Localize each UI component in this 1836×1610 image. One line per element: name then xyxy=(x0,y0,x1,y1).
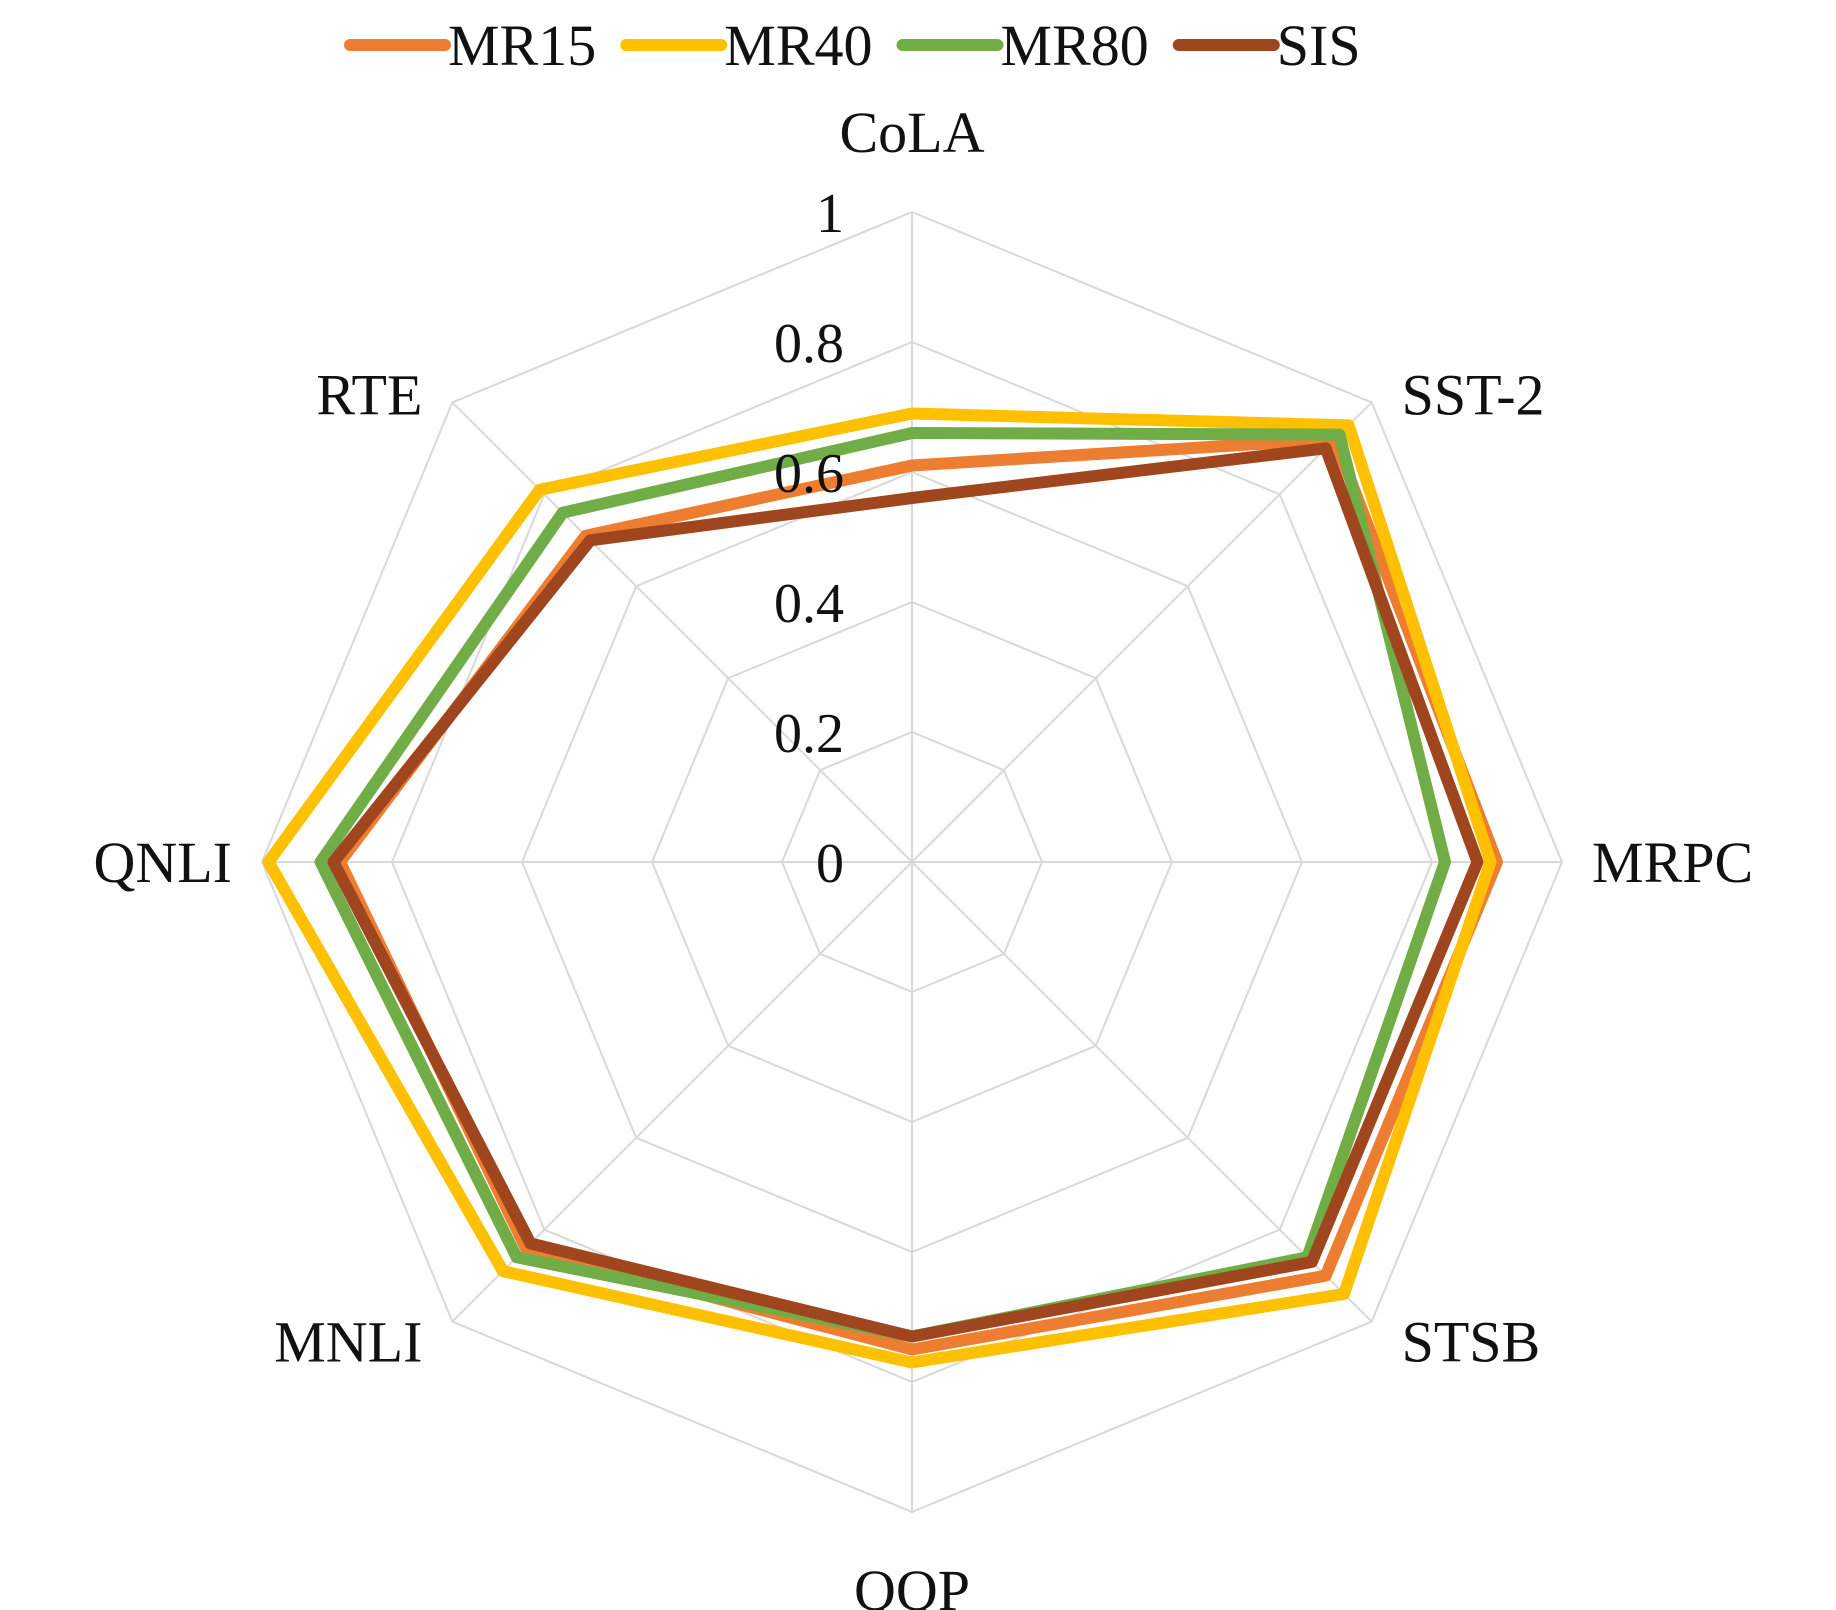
tick-label: 0.8 xyxy=(774,313,844,375)
axis-labels: CoLA SST-2 MRPC STSB QQP MNLI QNLI RTE xyxy=(93,100,1753,1610)
grid-spoke xyxy=(911,401,1373,863)
radar-series xyxy=(262,407,1503,1369)
legend-label: MR15 xyxy=(448,13,596,78)
radial-tick-labels: 0 0.2 0.4 0.6 0.8 1 xyxy=(774,183,844,895)
axis-label-sst-2: SST-2 xyxy=(1402,362,1545,427)
legend-label: MR80 xyxy=(1001,13,1149,78)
grid-spoke xyxy=(911,861,1373,1323)
tick-label: 1 xyxy=(816,183,844,245)
axis-label-stsb: STSB xyxy=(1402,1310,1541,1375)
tick-label: 0.6 xyxy=(774,443,844,505)
axis-label-cola: CoLA xyxy=(840,100,985,165)
tick-label: 0.4 xyxy=(774,573,844,635)
legend: MR15 MR40 MR80 SIS xyxy=(344,13,1361,78)
axis-label-qnli: QNLI xyxy=(93,830,232,895)
tick-label: 0.2 xyxy=(774,703,844,765)
axis-label-mrpc: MRPC xyxy=(1592,830,1753,895)
radar-grid xyxy=(260,210,1564,1514)
legend-item-mr40[interactable]: MR40 xyxy=(620,13,873,78)
series-line-sis xyxy=(327,442,1484,1343)
grid-spoke xyxy=(451,401,913,863)
legend-item-mr15[interactable]: MR15 xyxy=(344,13,596,78)
legend-item-mr80[interactable]: MR80 xyxy=(896,13,1149,78)
tick-label: 0 xyxy=(816,833,844,895)
series-line-mr40 xyxy=(262,407,1497,1369)
axis-label-mnli: MNLI xyxy=(274,1310,422,1375)
legend-label: SIS xyxy=(1277,13,1361,78)
axis-label-qqp: QQP xyxy=(854,1558,970,1610)
legend-item-sis[interactable]: SIS xyxy=(1172,13,1361,78)
axis-label-rte: RTE xyxy=(316,362,422,427)
legend-label: MR40 xyxy=(724,13,872,78)
